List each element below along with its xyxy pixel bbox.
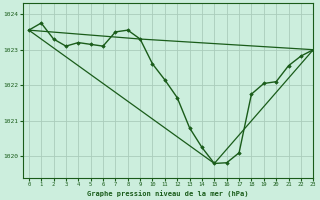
X-axis label: Graphe pression niveau de la mer (hPa): Graphe pression niveau de la mer (hPa) bbox=[87, 190, 249, 197]
